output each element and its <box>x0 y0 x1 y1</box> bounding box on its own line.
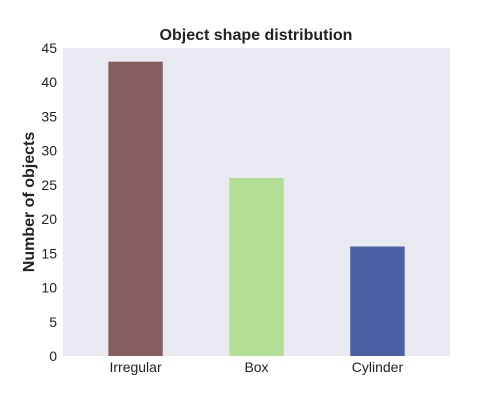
y-tick-label: 45 <box>41 40 57 56</box>
chart-title: Object shape distribution <box>160 27 353 44</box>
y-tick-label: 20 <box>41 211 57 227</box>
y-tick-label: 40 <box>41 74 57 90</box>
y-tick-label: 35 <box>41 108 57 124</box>
x-tick-label: Cylinder <box>352 359 404 375</box>
bar-box <box>229 178 284 356</box>
bars-group <box>108 61 405 356</box>
bar-cylinder <box>350 246 405 356</box>
x-tick-label: Irregular <box>109 359 161 375</box>
bar-irregular <box>108 61 163 356</box>
x-tick-label: Box <box>244 359 268 375</box>
y-axis-label: Number of objects <box>21 132 38 273</box>
y-tick-label: 30 <box>41 143 57 159</box>
y-tick-label: 10 <box>41 280 57 296</box>
y-tick-label: 5 <box>49 314 57 330</box>
y-tick-label: 0 <box>49 348 57 364</box>
y-tick-label: 15 <box>41 245 57 261</box>
y-tick-label: 25 <box>41 177 57 193</box>
x-axis-ticks: Irregular Box Cylinder <box>109 359 403 375</box>
y-axis-ticks: 0 5 10 15 20 25 30 35 40 45 <box>41 40 57 364</box>
